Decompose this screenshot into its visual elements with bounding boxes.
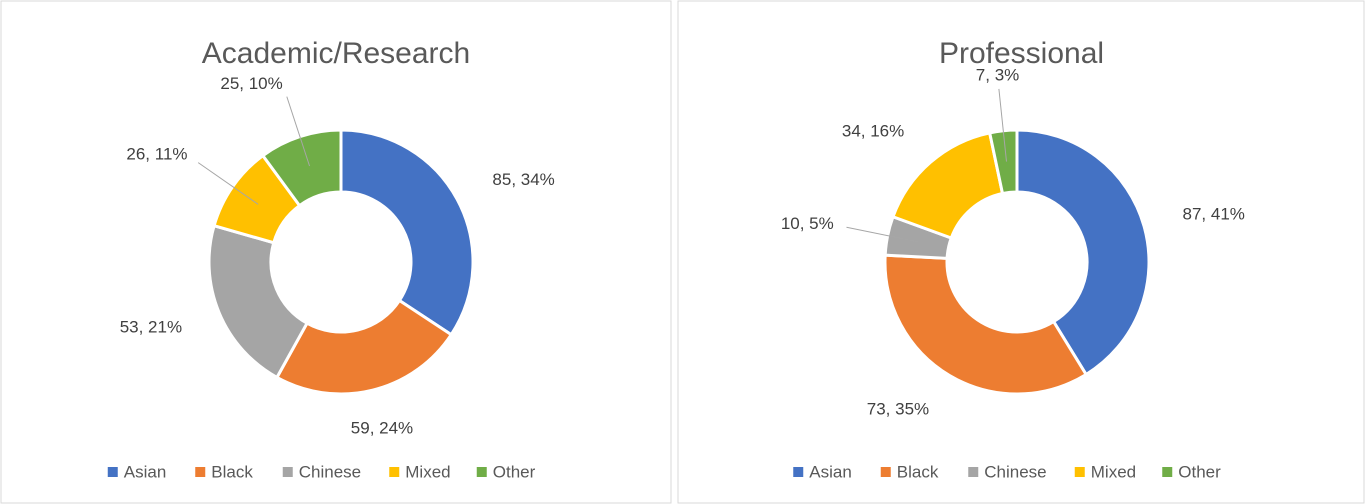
donut-segment bbox=[1015, 128, 1151, 377]
donut-segment bbox=[260, 128, 343, 208]
leader-line bbox=[998, 88, 1007, 162]
legend-label: Other bbox=[1178, 462, 1221, 481]
data-label: 34, 16% bbox=[842, 122, 904, 141]
legend-swatch bbox=[1162, 467, 1173, 477]
legend-swatch bbox=[195, 467, 206, 477]
legend-swatch bbox=[389, 467, 400, 477]
data-label: 85, 34% bbox=[492, 170, 554, 189]
panel bbox=[677, 0, 1365, 504]
leader-line bbox=[286, 96, 311, 167]
donut-segment bbox=[987, 128, 1019, 196]
leader-line bbox=[846, 226, 919, 243]
data-label: 7, 3% bbox=[976, 65, 1019, 84]
donut-segment bbox=[883, 253, 1089, 396]
legend-swatch bbox=[968, 467, 979, 477]
legend-label: Chinese bbox=[299, 462, 361, 481]
donut-segment bbox=[339, 128, 475, 337]
data-label: 10, 5% bbox=[781, 214, 834, 233]
legend-swatch bbox=[282, 467, 293, 477]
data-label: 26, 11% bbox=[126, 145, 187, 164]
data-label: 87, 41% bbox=[1183, 205, 1245, 224]
donut-segment bbox=[274, 298, 454, 396]
legend-swatch bbox=[107, 467, 118, 477]
legend-label: Asian bbox=[809, 462, 852, 481]
leader-line bbox=[197, 162, 259, 205]
chart-title: Academic/Research bbox=[202, 37, 470, 70]
legend-swatch bbox=[793, 467, 804, 477]
chart-title: Professional bbox=[939, 37, 1104, 70]
panel bbox=[0, 0, 672, 504]
data-label: 53, 21% bbox=[120, 317, 182, 336]
legend-swatch bbox=[1074, 467, 1085, 477]
legend-swatch bbox=[476, 467, 487, 477]
legend-swatch bbox=[880, 467, 891, 477]
legend-label: Black bbox=[897, 462, 939, 481]
data-label: 73, 35% bbox=[867, 399, 929, 418]
legend-label: Mixed bbox=[1091, 462, 1136, 481]
legend-label: Other bbox=[493, 462, 536, 481]
legend-label: Chinese bbox=[984, 462, 1046, 481]
data-label: 25, 10% bbox=[220, 74, 282, 93]
legend-label: Asian bbox=[124, 462, 167, 481]
data-label: 59, 24% bbox=[351, 419, 413, 438]
legend-label: Black bbox=[211, 462, 253, 481]
legend-label: Mixed bbox=[405, 462, 450, 481]
donut-segment bbox=[207, 223, 310, 380]
